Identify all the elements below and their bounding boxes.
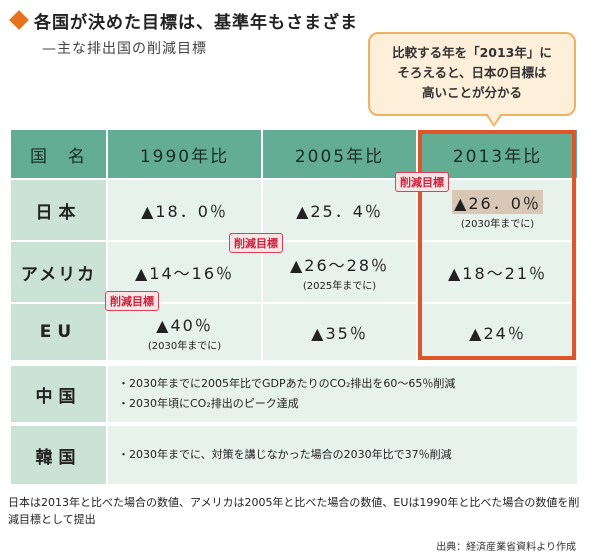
callout-line: 高いことが分かる: [421, 85, 522, 100]
value-cell: ▲24％: [418, 304, 577, 362]
value-main: ▲35％: [311, 324, 368, 343]
header-2005: 2005年比: [263, 130, 418, 180]
table-row-usa: アメリカ ▲14〜16％ ▲26〜28％ (2025年までに) ▲18〜21％: [11, 242, 577, 304]
country-label: 中国: [11, 366, 108, 424]
value-main: ▲26．0％: [452, 190, 543, 214]
table-row-china: 中国 ・2030年までに2005年比でGDPあたりのCO₂排出を60〜65％削減…: [11, 366, 577, 424]
callout-tail-fill: [487, 113, 501, 124]
page-subtitle: —主な排出国の削減目標: [42, 41, 207, 57]
table-row-japan: 日本 ▲18．0％ ▲25．4％ ▲26．0％ (2030年までに): [11, 180, 577, 242]
country-label: アメリカ: [11, 242, 108, 304]
value-cell: ▲35％: [263, 304, 418, 362]
value-note: (2025年までに): [302, 281, 377, 292]
country-label: 日本: [11, 180, 108, 242]
footnote: 日本は2013年と比べた場合の数値、アメリカは2005年と比べた場合の数値、EU…: [8, 496, 580, 526]
header-2013: 2013年比: [418, 130, 577, 180]
value-main: ▲40％: [156, 316, 213, 335]
callout-line: そろえると、日本の目標は: [397, 65, 547, 80]
value-cell: ▲25．4％: [263, 180, 418, 242]
value-main: ▲18．0％: [141, 202, 228, 221]
note-line: ・2030年までに2005年比でGDPあたりのCO₂排出を60〜65％削減: [118, 377, 456, 390]
header-country: 国 名: [11, 130, 108, 180]
reduction-target-badge: 削減目標: [395, 172, 449, 192]
reduction-target-badge: 削減目標: [105, 291, 159, 311]
callout-line: 比較する年を「2013年」に: [392, 45, 552, 60]
wide-note-cell: ・2030年までに2005年比でGDPあたりのCO₂排出を60〜65％削減 ・2…: [108, 366, 577, 424]
table-row-korea: 韓国 ・2030年までに、対策を講じなかった場合の2030年比で37％削減: [11, 426, 577, 486]
source-note: 出典：経済産業省資料より作成: [436, 542, 576, 553]
diamond-bullet-icon: [9, 10, 29, 30]
value-cell: ▲26〜28％ (2025年までに): [263, 242, 418, 304]
value-main: ▲25．4％: [296, 202, 383, 221]
value-cell: ▲18〜21％: [418, 242, 577, 304]
value-note: (2030年までに): [460, 219, 535, 230]
value-main: ▲24％: [469, 324, 526, 343]
title-row: 各国が決めた目標は、基準年もさまざま: [8, 8, 358, 33]
callout-box: 比較する年を「2013年」に そろえると、日本の目標は 高いことが分かる: [368, 32, 576, 116]
wide-note-cell: ・2030年までに、対策を講じなかった場合の2030年比で37％削減: [108, 426, 577, 486]
country-label: EU: [11, 304, 108, 362]
value-main: ▲18〜21％: [447, 264, 548, 283]
country-label: 韓国: [11, 426, 108, 486]
page-title: 各国が決めた目標は、基準年もさまざま: [34, 12, 358, 33]
table-row-eu: EU ▲40％ (2030年までに) ▲35％ ▲24％: [11, 304, 577, 362]
header-1990: 1990年比: [108, 130, 263, 180]
note-line: ・2030年までに、対策を講じなかった場合の2030年比で37％削減: [118, 448, 452, 461]
value-main: ▲26〜28％: [289, 256, 390, 275]
value-note: (2030年までに): [147, 341, 222, 352]
reduction-target-badge: 削減目標: [229, 233, 283, 253]
value-main: ▲14〜16％: [134, 264, 235, 283]
value-cell: ▲18．0％: [108, 180, 263, 242]
table-header-row: 国 名 1990年比 2005年比 2013年比: [11, 130, 577, 180]
note-line: ・2030年頃にCO₂排出のピーク達成: [118, 397, 299, 410]
value-cell: ▲40％ (2030年までに): [108, 304, 263, 362]
